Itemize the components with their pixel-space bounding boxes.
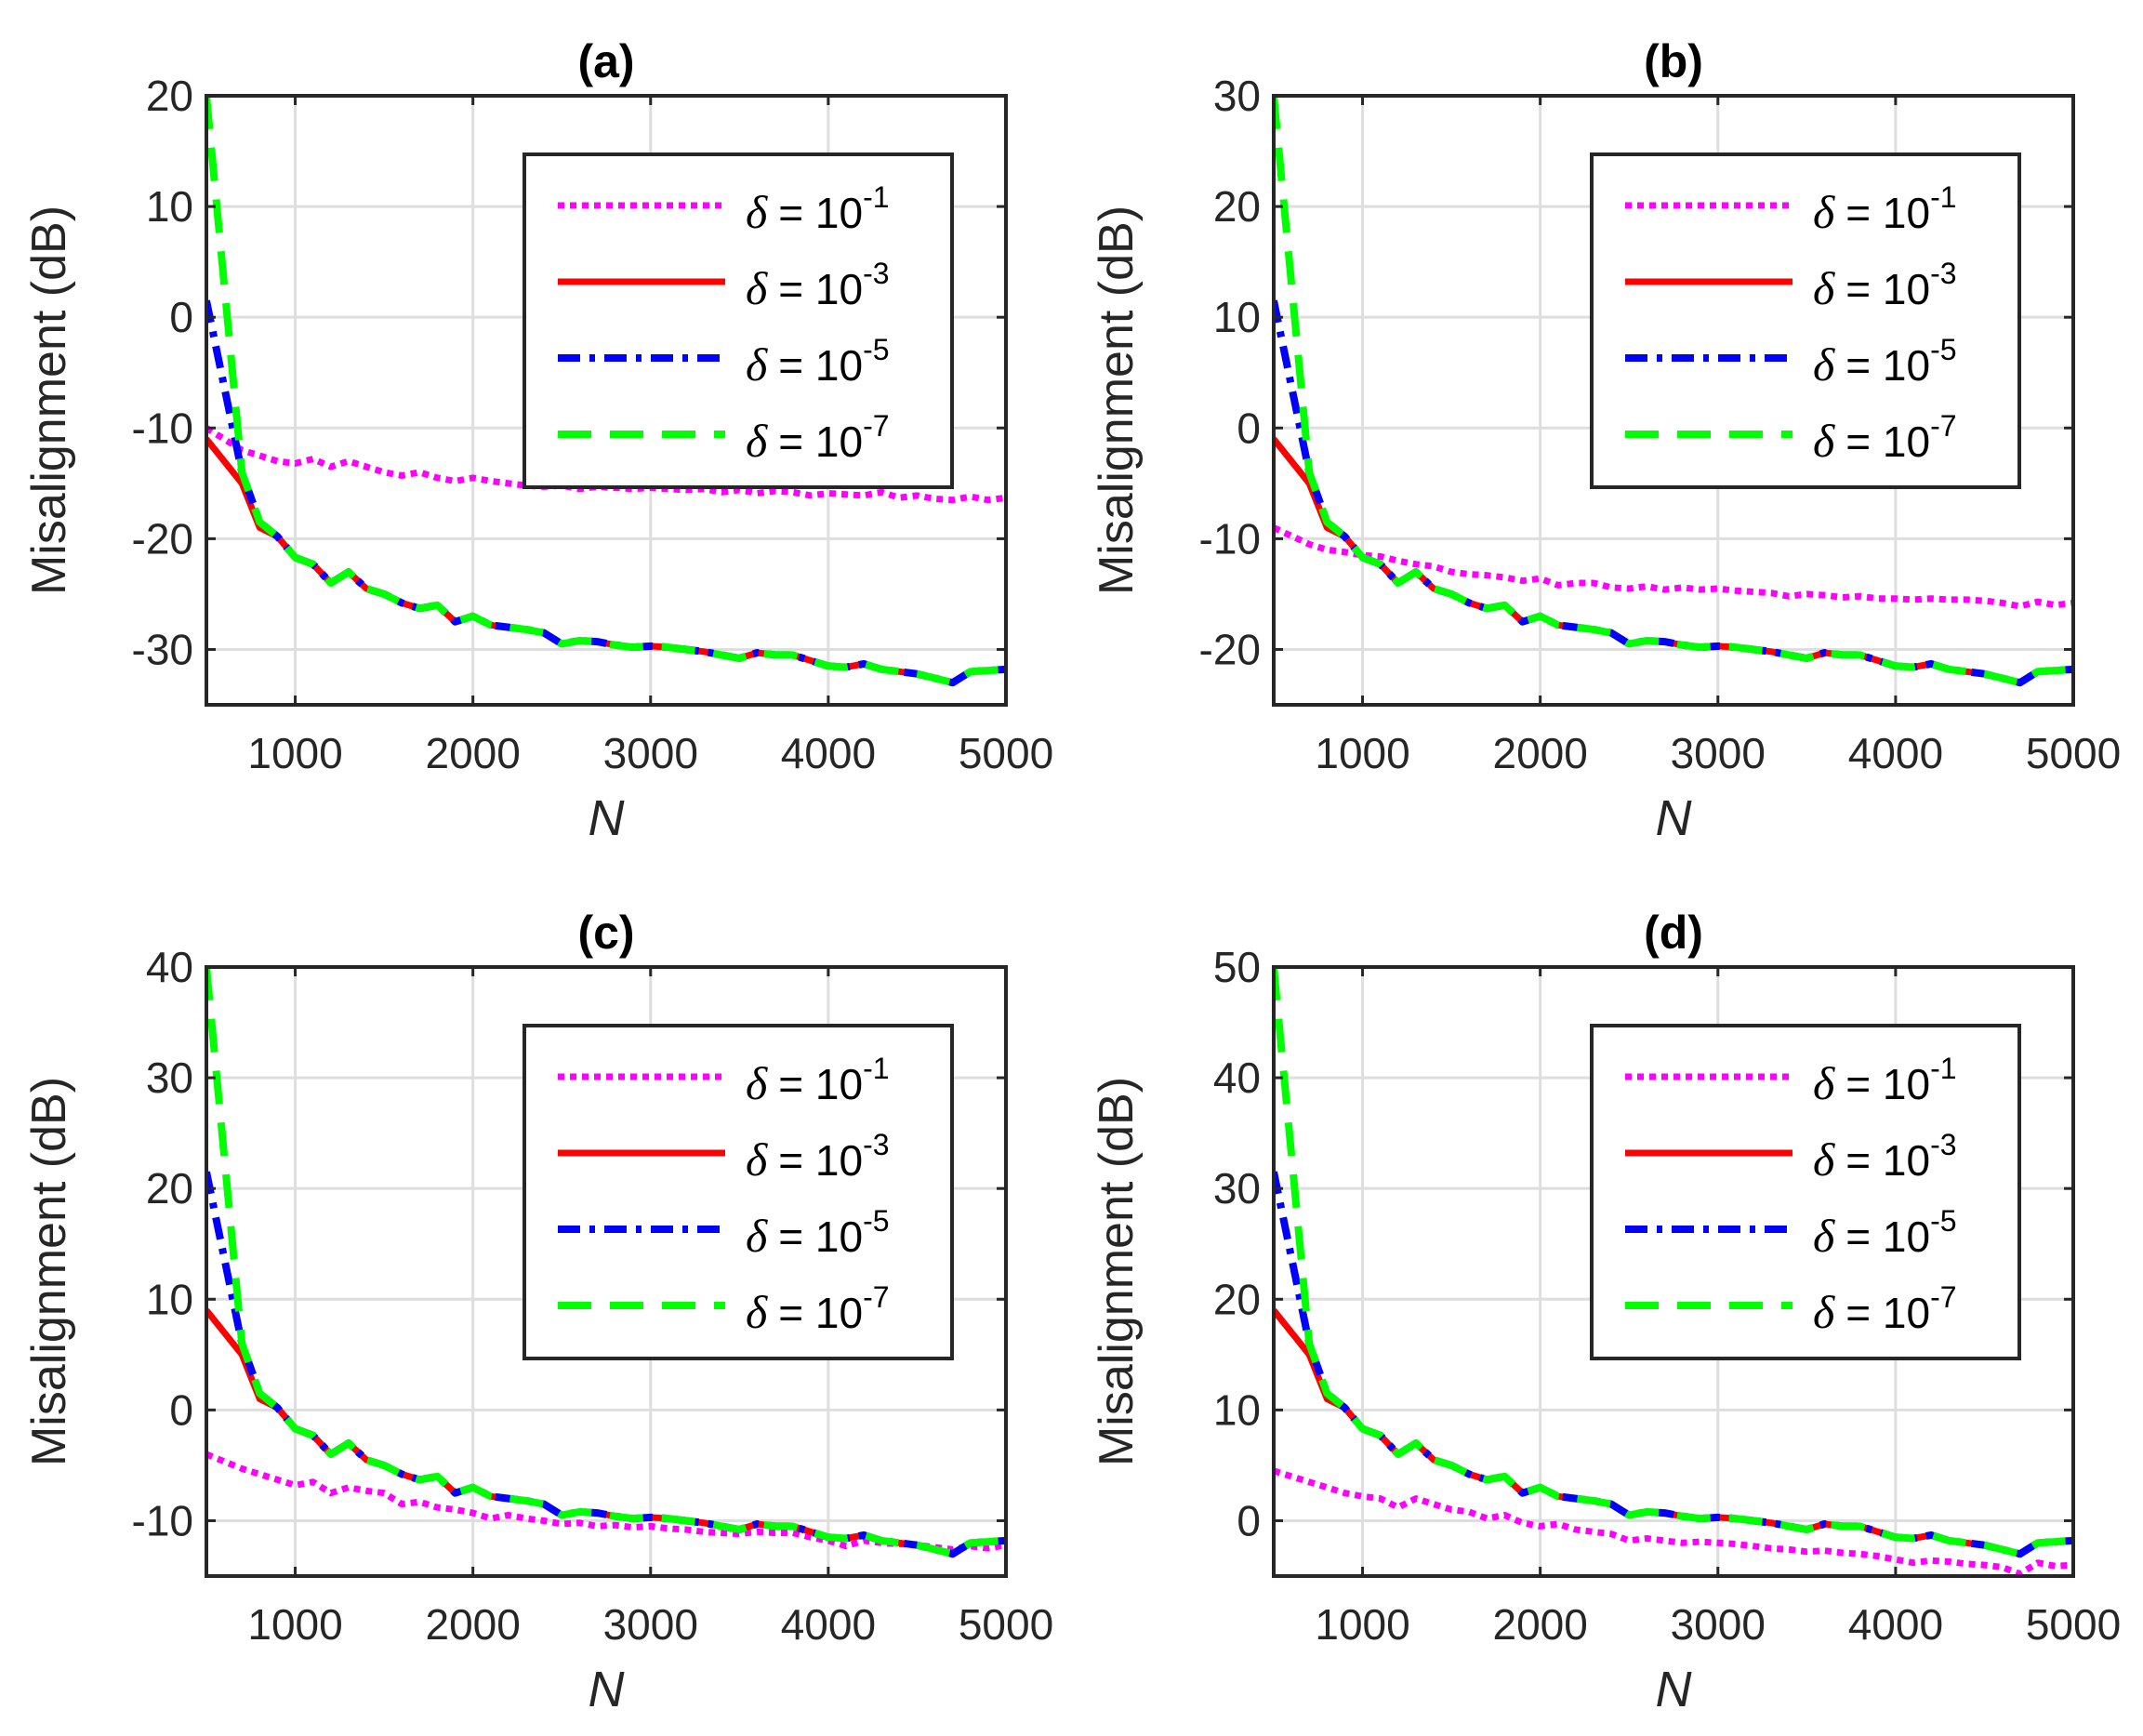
y-tick-label: 0	[1237, 1496, 1261, 1544]
x-tick-label: 2000	[425, 1600, 520, 1649]
chart-title: (d)	[1644, 907, 1703, 959]
x-tick-label: 2000	[1492, 729, 1587, 777]
y-tick-label: -10	[132, 404, 193, 452]
axes-box	[205, 94, 1008, 707]
y-axis-label: Misalignment (dB)	[1090, 205, 1144, 595]
x-tick-label: 3000	[1671, 1600, 1766, 1649]
y-tick-label: -20	[132, 514, 193, 563]
chart-title: (b)	[1644, 35, 1703, 87]
y-tick-label: -10	[132, 1496, 193, 1544]
x-tick-label: 3000	[603, 1600, 698, 1649]
y-tick-label: 40	[1213, 1054, 1261, 1102]
y-tick-label: 30	[1213, 1164, 1261, 1213]
legend-label-4: δ = 10-7	[746, 409, 890, 467]
legend-label-3: δ = 10-5	[746, 1204, 890, 1262]
axes-box	[1272, 94, 2075, 707]
y-tick-label: 30	[146, 1054, 193, 1102]
legend-label-2: δ = 10-3	[746, 1128, 890, 1186]
x-tick-label: 1000	[1315, 729, 1409, 777]
x-tick-label: 5000	[2026, 729, 2121, 777]
y-tick-label: -20	[1199, 625, 1261, 673]
y-tick-label: 10	[146, 1275, 193, 1323]
x-tick-label: 4000	[781, 729, 876, 777]
axes-box	[205, 965, 1008, 1578]
x-tick-label: 5000	[2026, 1600, 2121, 1649]
legend-label-4: δ = 10-7	[746, 1280, 890, 1338]
x-tick-label: 4000	[781, 1600, 876, 1649]
series-line-1	[1274, 1467, 2073, 1576]
legend-label-3: δ = 10-5	[1813, 333, 1957, 391]
series-group	[206, 967, 1006, 1558]
legend-label-4: δ = 10-7	[1813, 1280, 1957, 1338]
y-tick-label: 0	[169, 293, 193, 341]
chart-title: (c)	[577, 907, 634, 959]
legend-box	[523, 152, 954, 489]
y-tick-label: 0	[169, 1385, 193, 1434]
legend: δ = 10-1 δ = 10-3 δ = 10-5 δ = 10-7	[523, 1024, 954, 1360]
legend-box	[1590, 152, 2021, 489]
chart-panel-4: 1000 2000 3000 4000 5000 0 10 20 30 40 50 (d) N Misal…	[1090, 907, 2121, 1717]
y-axis-label: Misalignment (dB)	[22, 205, 76, 595]
series-line-1	[1274, 524, 2073, 610]
y-tick-label: 10	[146, 182, 193, 231]
y-axis-label: Misalignment (dB)	[22, 1077, 76, 1466]
y-tick-label: 20	[146, 1164, 193, 1213]
x-tick-label: 3000	[1671, 729, 1766, 777]
series-line-4	[206, 96, 1006, 687]
y-tick-label: 20	[1213, 182, 1261, 231]
legend-label-1: δ = 10-1	[746, 180, 890, 238]
y-tick-label: 50	[1213, 943, 1261, 991]
chart-panel-1: 1000 2000 3000 4000 5000 -30 -20 -10 0 10 20 (a) N Mi…	[22, 35, 1053, 846]
legend: δ = 10-1 δ = 10-3 δ = 10-5 δ = 10-7	[1590, 152, 2021, 489]
y-tick-label: 10	[1213, 1385, 1261, 1434]
x-tick-label: 1000	[247, 729, 342, 777]
x-tick-label: 5000	[959, 729, 1053, 777]
series-line-4	[1274, 96, 2073, 687]
legend-label-4: δ = 10-7	[1813, 409, 1957, 467]
x-axis-label: N	[589, 790, 626, 846]
y-tick-label: 0	[1237, 404, 1261, 452]
x-tick-label: 1000	[247, 1600, 342, 1649]
series-group	[1274, 96, 2073, 687]
x-tick-label: 2000	[425, 729, 520, 777]
x-tick-label: 3000	[603, 729, 698, 777]
legend-label-2: δ = 10-3	[1813, 257, 1957, 314]
legend: δ = 10-1 δ = 10-3 δ = 10-5 δ = 10-7	[523, 152, 954, 489]
chart-panel-3: 1000 2000 3000 4000 5000 -10 0 10 20 30 40 (c) N Misa…	[22, 907, 1053, 1717]
legend-label-1: δ = 10-1	[1813, 1052, 1957, 1109]
series-line-4	[206, 967, 1006, 1558]
legend: δ = 10-1 δ = 10-3 δ = 10-5 δ = 10-7	[1590, 1024, 2021, 1360]
chart-title: (a)	[577, 35, 634, 87]
series-group	[1274, 967, 2073, 1576]
y-tick-label: 20	[1213, 1275, 1261, 1323]
x-tick-label: 1000	[1315, 1600, 1409, 1649]
legend-label-3: δ = 10-5	[1813, 1204, 1957, 1262]
y-tick-label: 30	[1213, 72, 1261, 120]
legend-label-1: δ = 10-1	[1813, 180, 1957, 238]
x-tick-label: 2000	[1492, 1600, 1587, 1649]
legend-box	[1590, 1024, 2021, 1360]
x-tick-label: 4000	[1848, 729, 1943, 777]
y-axis-label: Misalignment (dB)	[1090, 1077, 1144, 1466]
y-tick-label: -30	[132, 625, 193, 673]
axes-box	[1272, 965, 2075, 1578]
legend-label-2: δ = 10-3	[746, 257, 890, 314]
y-tick-label: 10	[1213, 293, 1261, 341]
legend-box	[523, 1024, 954, 1360]
legend-label-3: δ = 10-5	[746, 333, 890, 391]
x-tick-label: 4000	[1848, 1600, 1943, 1649]
legend-label-2: δ = 10-3	[1813, 1128, 1957, 1186]
y-tick-label: -10	[1199, 514, 1261, 563]
series-line-4	[1274, 967, 2073, 1558]
x-axis-label: N	[589, 1662, 626, 1717]
chart-panel-2: 1000 2000 3000 4000 5000 -20 -10 0 10 20 30 (b) N Mis…	[1090, 35, 2121, 846]
legend-label-1: δ = 10-1	[746, 1052, 890, 1109]
x-axis-label: N	[1656, 1662, 1693, 1717]
y-tick-label: 40	[146, 943, 193, 991]
y-tick-label: 20	[146, 72, 193, 120]
x-tick-label: 5000	[959, 1600, 1053, 1649]
x-axis-label: N	[1656, 790, 1693, 846]
